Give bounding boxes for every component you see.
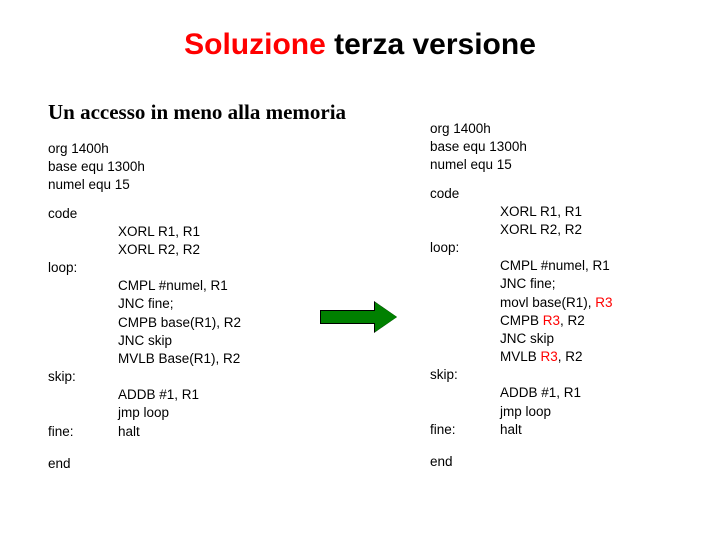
left-header: org 1400h base equ 1300h numel equ 15 <box>48 140 388 195</box>
code-line: ADDB #1, R1 <box>500 384 581 402</box>
code-line: base equ 1300h <box>430 138 710 156</box>
code-line: numel equ 15 <box>48 176 388 194</box>
title-rest: terza versione <box>326 28 536 61</box>
label-code: code <box>430 185 500 239</box>
code-line: XORL R1, R1 <box>500 203 582 221</box>
arrow-icon <box>320 302 400 332</box>
label-skip: skip: <box>430 366 500 420</box>
subtitle: Un accesso in meno alla memoria <box>48 100 346 125</box>
label-code: code <box>48 205 118 259</box>
left-skip-block: skip: ADDB #1, R1 jmp loop <box>48 368 388 422</box>
right-code-block: code XORL R1, R1 XORL R2, R2 <box>430 185 710 239</box>
code-line: CMPL #numel, R1 <box>118 277 241 295</box>
code-line: JNC skip <box>500 330 613 348</box>
code-line: jmp loop <box>500 403 581 421</box>
code-line: CMPB R3, R2 <box>500 312 613 330</box>
code-line: halt <box>500 421 522 439</box>
label-loop: loop: <box>430 239 500 366</box>
slide-title: Soluzione terza versione <box>0 0 720 62</box>
code-line: JNC fine; <box>118 295 241 313</box>
label-skip: skip: <box>48 368 118 422</box>
code-line: halt <box>118 423 140 441</box>
label-end: end <box>430 453 710 471</box>
code-line: XORL R1, R1 <box>118 223 200 241</box>
label-fine: fine: <box>48 423 118 441</box>
code-line: XORL R2, R2 <box>118 241 200 259</box>
code-line: JNC fine; <box>500 275 613 293</box>
label-end: end <box>48 455 388 473</box>
label-loop: loop: <box>48 259 118 368</box>
code-line: org 1400h <box>48 140 388 158</box>
left-fine-block: fine: halt <box>48 423 388 441</box>
code-line: CMPB base(R1), R2 <box>118 314 241 332</box>
code-line: org 1400h <box>430 120 710 138</box>
code-line: base equ 1300h <box>48 158 388 176</box>
right-fine-block: fine: halt <box>430 421 710 439</box>
right-header: org 1400h base equ 1300h numel equ 15 <box>430 120 710 175</box>
code-line: numel equ 15 <box>430 156 710 174</box>
code-line: movl base(R1), R3 <box>500 294 613 312</box>
code-line: CMPL #numel, R1 <box>500 257 613 275</box>
left-code-block: code XORL R1, R1 XORL R2, R2 <box>48 205 388 259</box>
right-skip-block: skip: ADDB #1, R1 jmp loop <box>430 366 710 420</box>
code-line: jmp loop <box>118 404 199 422</box>
title-red: Soluzione <box>184 28 326 61</box>
right-column: org 1400h base equ 1300h numel equ 15 co… <box>430 120 710 471</box>
code-line: MVLB Base(R1), R2 <box>118 350 241 368</box>
code-line: ADDB #1, R1 <box>118 386 199 404</box>
code-line: MVLB R3, R2 <box>500 348 613 366</box>
code-line: XORL R2, R2 <box>500 221 582 239</box>
right-loop-block: loop: CMPL #numel, R1 JNC fine; movl bas… <box>430 239 710 366</box>
label-fine: fine: <box>430 421 500 439</box>
code-line: JNC skip <box>118 332 241 350</box>
